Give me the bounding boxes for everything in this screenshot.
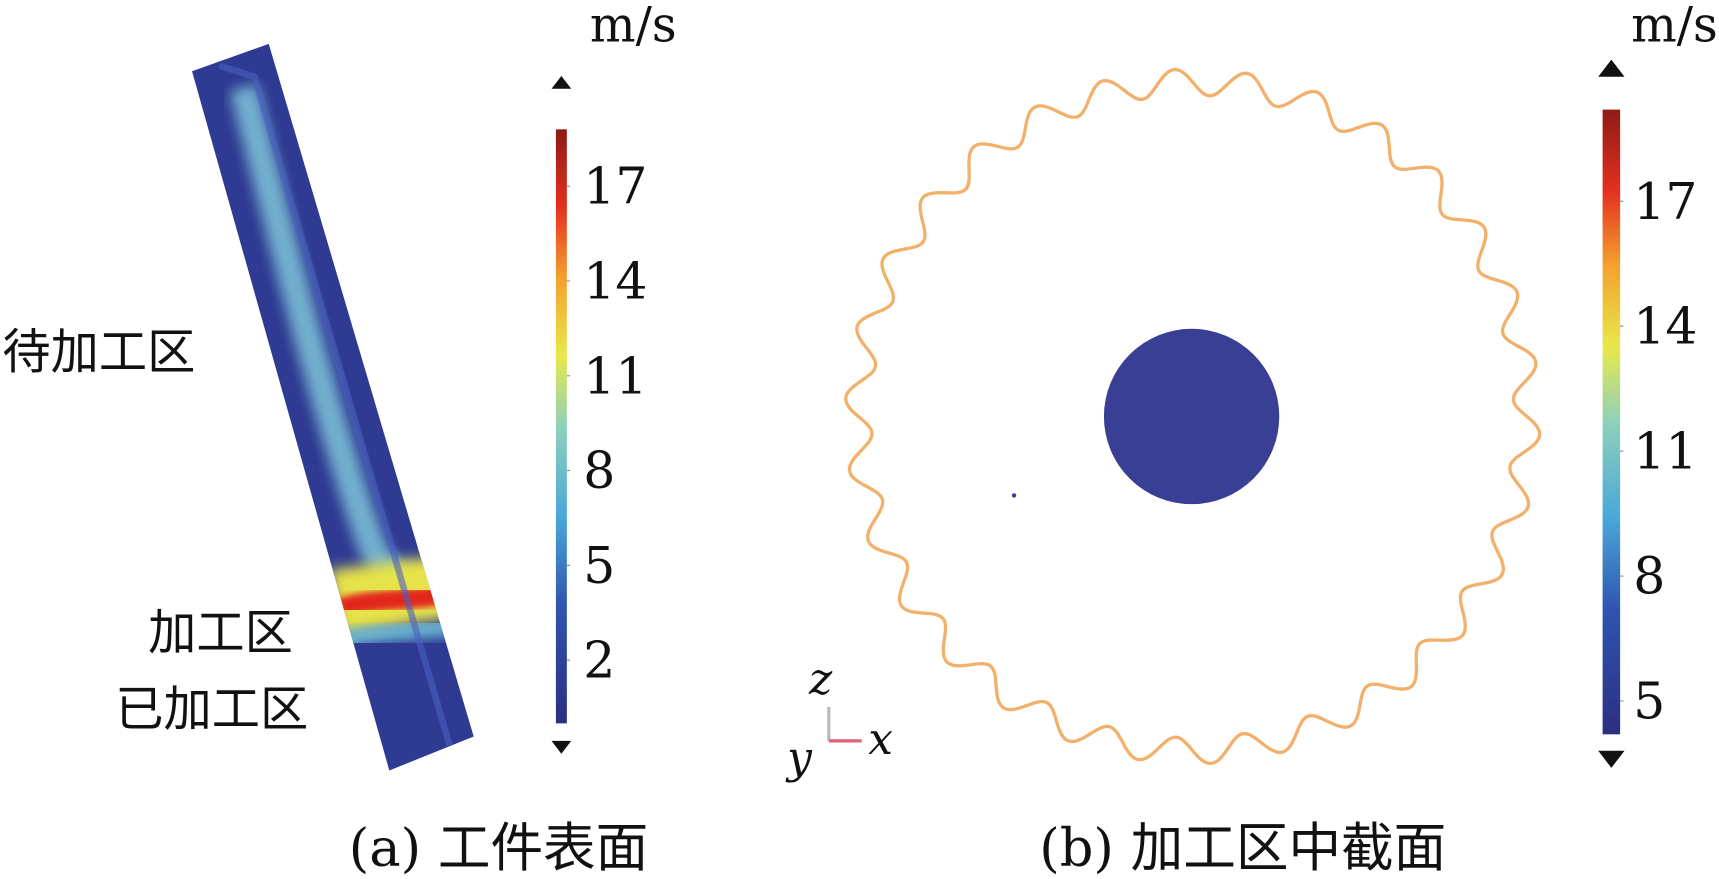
tick-label: 14 bbox=[583, 252, 647, 311]
annotation: 待加工区 bbox=[2, 324, 195, 380]
arrow bbox=[551, 75, 572, 89]
tick-label: 8 bbox=[1633, 547, 1665, 606]
workpiece-section bbox=[1103, 328, 1280, 505]
colorbar bbox=[1602, 109, 1621, 735]
tick-label: 17 bbox=[1633, 172, 1697, 231]
cross-section: z y x bbox=[785, 67, 1542, 784]
axis-label: x bbox=[868, 714, 893, 765]
colorbar-unit: m/s bbox=[1631, 0, 1718, 54]
dot bbox=[1011, 493, 1017, 498]
annotation: 已加工区 bbox=[115, 682, 308, 738]
tick-label: 14 bbox=[1633, 297, 1697, 356]
colorbar bbox=[555, 129, 567, 724]
tick-label: 11 bbox=[1633, 422, 1697, 481]
tick-label: 2 bbox=[583, 631, 615, 690]
tick-label: 5 bbox=[583, 536, 615, 595]
workpiece bbox=[192, 43, 474, 771]
fluid-boundary bbox=[844, 67, 1542, 766]
tick-label: 17 bbox=[583, 157, 647, 216]
tick-label: 5 bbox=[1633, 672, 1665, 731]
colorbar-unit: m/s bbox=[590, 0, 677, 54]
axis-label: y bbox=[785, 733, 813, 784]
annotation: 加工区 bbox=[148, 605, 293, 661]
arrow bbox=[1598, 59, 1625, 77]
axis-label: z bbox=[808, 654, 833, 705]
arrow bbox=[1598, 750, 1625, 768]
tick-label: 11 bbox=[583, 346, 647, 405]
caption: (b) 加工区中截面 bbox=[1039, 818, 1446, 879]
tick-label: 8 bbox=[583, 441, 615, 500]
caption: (a) 工件表面 bbox=[349, 818, 649, 879]
arrow bbox=[551, 740, 572, 754]
